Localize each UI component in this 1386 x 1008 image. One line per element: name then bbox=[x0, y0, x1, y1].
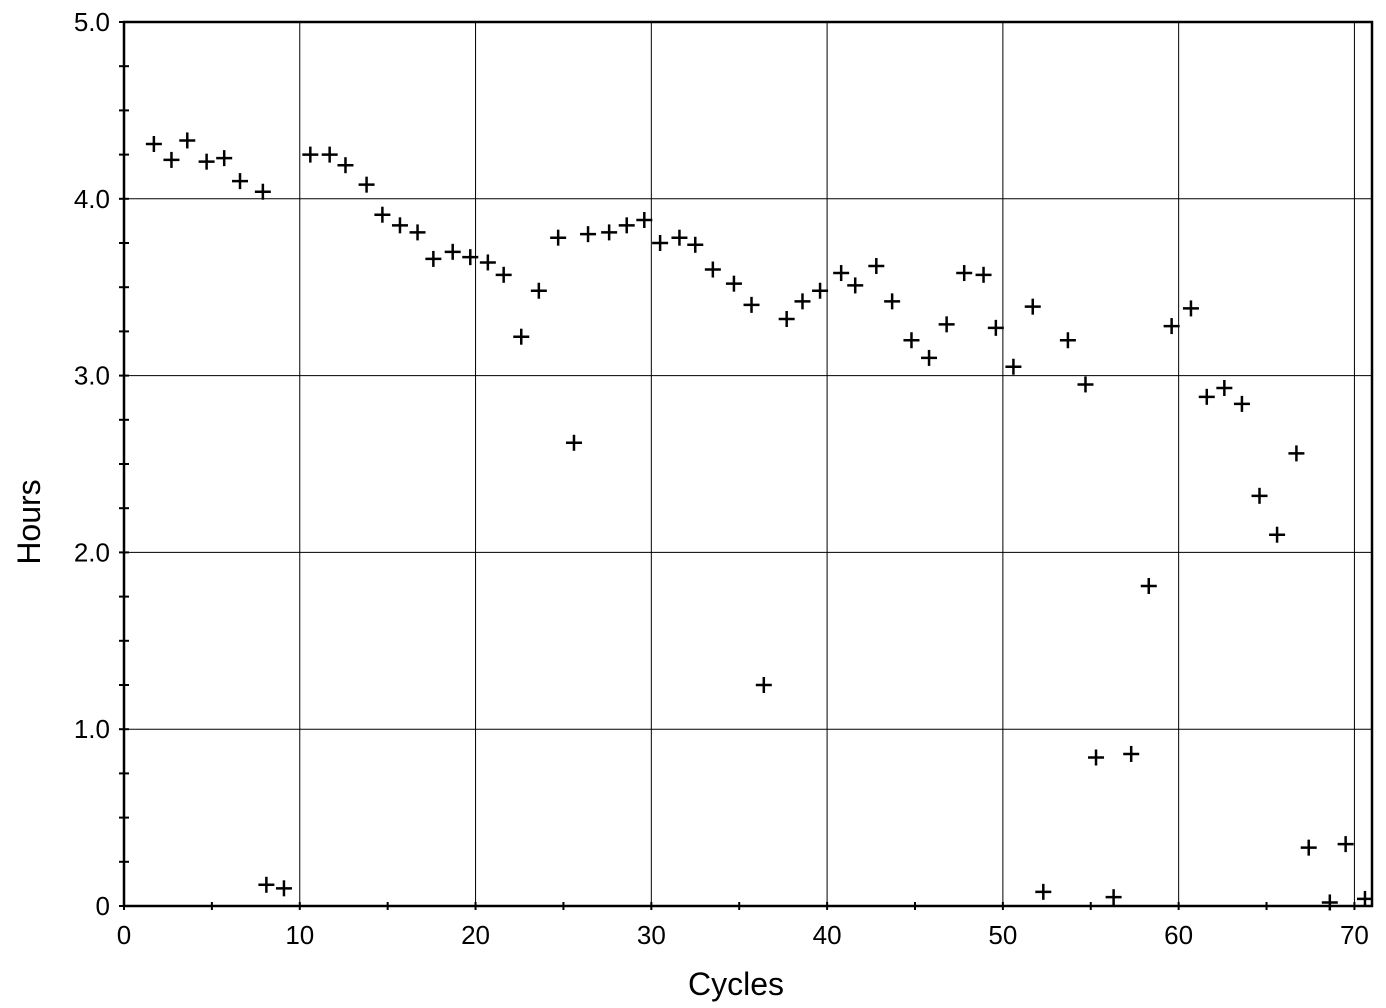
data-point bbox=[812, 282, 829, 299]
data-point bbox=[1077, 376, 1094, 393]
data-point bbox=[755, 677, 772, 693]
y-tick-label: 0 bbox=[96, 891, 110, 921]
data-point bbox=[847, 277, 864, 294]
data-point bbox=[1321, 894, 1338, 911]
x-axis-tick-labels: 0 10 20 30 40 50 60 70 bbox=[117, 920, 1369, 950]
data-point bbox=[1059, 332, 1076, 349]
data-point bbox=[198, 153, 215, 170]
data-point bbox=[179, 132, 196, 149]
data-point bbox=[391, 217, 408, 234]
y-tick-label: 5.0 bbox=[74, 7, 110, 37]
data-point bbox=[1198, 388, 1215, 405]
x-tick-label: 70 bbox=[1340, 920, 1369, 950]
data-point bbox=[232, 173, 249, 190]
data-point bbox=[1216, 379, 1233, 396]
data-point bbox=[479, 254, 496, 271]
data-point bbox=[921, 349, 938, 366]
y-tick-label: 2.0 bbox=[74, 537, 110, 567]
data-point bbox=[163, 151, 180, 168]
data-point bbox=[254, 183, 271, 200]
data-point bbox=[1269, 526, 1286, 543]
x-tick-label: 50 bbox=[988, 920, 1017, 950]
data-point bbox=[1005, 358, 1022, 375]
data-point bbox=[618, 217, 635, 234]
data-point bbox=[1337, 836, 1354, 853]
data-point bbox=[938, 316, 955, 333]
data-points bbox=[145, 132, 1373, 911]
data-point bbox=[258, 876, 275, 893]
data-point bbox=[1233, 395, 1250, 412]
data-point bbox=[833, 265, 850, 282]
data-point bbox=[337, 157, 354, 174]
data-point bbox=[652, 235, 669, 251]
data-point bbox=[975, 266, 992, 283]
data-point bbox=[145, 135, 162, 152]
y-tick-label: 4.0 bbox=[74, 184, 110, 214]
grid-lines bbox=[124, 22, 1372, 906]
data-point bbox=[1251, 487, 1268, 504]
data-point bbox=[565, 434, 582, 451]
data-point bbox=[425, 250, 442, 267]
y-tick-label: 3.0 bbox=[74, 361, 110, 391]
data-point bbox=[275, 880, 292, 897]
data-point bbox=[216, 150, 233, 167]
x-tick-label: 40 bbox=[813, 920, 842, 950]
data-point bbox=[956, 265, 973, 282]
data-point bbox=[704, 261, 721, 278]
data-point bbox=[374, 206, 391, 223]
data-point bbox=[725, 275, 742, 292]
x-tick-label: 20 bbox=[461, 920, 490, 950]
data-point bbox=[1035, 883, 1052, 900]
y-axis-tick-labels: 0 1.0 2.0 3.0 4.0 5.0 bbox=[74, 7, 110, 921]
data-point bbox=[1300, 839, 1317, 856]
data-point bbox=[987, 319, 1004, 336]
data-point bbox=[636, 212, 653, 229]
y-axis-title: Hours bbox=[11, 479, 47, 564]
data-point bbox=[409, 224, 426, 241]
data-point bbox=[358, 176, 375, 193]
x-tick-label: 30 bbox=[637, 920, 666, 950]
x-tick-label: 10 bbox=[285, 920, 314, 950]
data-point bbox=[868, 257, 885, 274]
data-point bbox=[1123, 745, 1140, 762]
data-point bbox=[794, 293, 811, 310]
data-point bbox=[513, 328, 530, 345]
data-point bbox=[550, 229, 567, 246]
y-tick-label: 1.0 bbox=[74, 714, 110, 744]
data-point bbox=[1088, 749, 1105, 766]
data-point bbox=[743, 296, 760, 313]
x-tick-label: 0 bbox=[117, 920, 131, 950]
data-point bbox=[903, 332, 920, 349]
data-point bbox=[495, 266, 512, 283]
data-point bbox=[444, 243, 461, 260]
x-axis-title: Cycles bbox=[688, 966, 784, 1002]
data-point bbox=[1182, 300, 1199, 317]
x-tick-label: 60 bbox=[1164, 920, 1193, 950]
data-point bbox=[321, 146, 338, 163]
data-point bbox=[1288, 445, 1305, 462]
data-point bbox=[1105, 889, 1122, 906]
data-point bbox=[302, 146, 319, 163]
data-point bbox=[884, 293, 901, 310]
data-point bbox=[1356, 890, 1373, 907]
data-point bbox=[671, 229, 688, 246]
data-point bbox=[687, 236, 704, 253]
data-point bbox=[1140, 577, 1157, 594]
data-point bbox=[601, 224, 618, 241]
plot-frame bbox=[122, 20, 1374, 908]
data-point bbox=[1163, 318, 1180, 335]
data-point bbox=[530, 282, 547, 299]
data-point bbox=[1024, 298, 1041, 315]
data-point bbox=[778, 311, 795, 328]
data-point bbox=[580, 226, 597, 243]
data-point bbox=[462, 249, 479, 266]
